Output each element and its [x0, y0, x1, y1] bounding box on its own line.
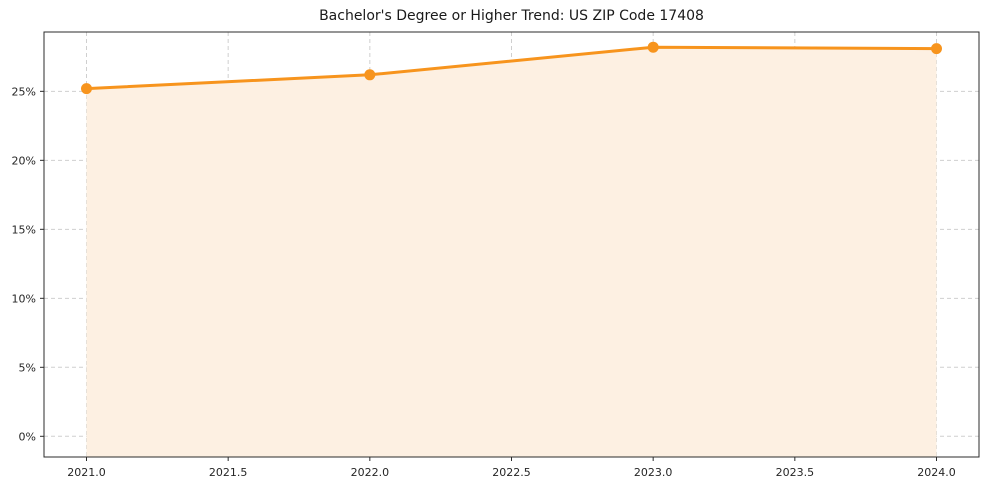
y-tick-label: 10% — [12, 292, 36, 305]
x-tick-label: 2021.5 — [209, 466, 248, 479]
x-tick-label: 2023.0 — [634, 466, 673, 479]
y-tick-label: 5% — [19, 361, 36, 374]
chart-title: Bachelor's Degree or Higher Trend: US ZI… — [319, 8, 704, 24]
area-fill — [86, 47, 937, 457]
data-point-marker — [931, 43, 942, 55]
y-tick-label: 25% — [12, 85, 36, 98]
x-tick-label: 2021.0 — [67, 466, 106, 479]
data-point-marker — [647, 41, 659, 53]
x-tick-label: 2022.0 — [351, 466, 390, 479]
y-tick-label: 0% — [19, 430, 36, 443]
x-tick-label: 2024.0 — [917, 466, 956, 479]
y-tick-label: 15% — [12, 223, 36, 236]
trend-line — [85, 45, 938, 91]
x-tick-label: 2023.5 — [776, 466, 815, 479]
y-tick-label: 20% — [12, 154, 36, 167]
data-point-marker — [81, 83, 92, 95]
data-point-marker — [364, 69, 376, 81]
x-tick-label: 2022.5 — [492, 466, 531, 479]
